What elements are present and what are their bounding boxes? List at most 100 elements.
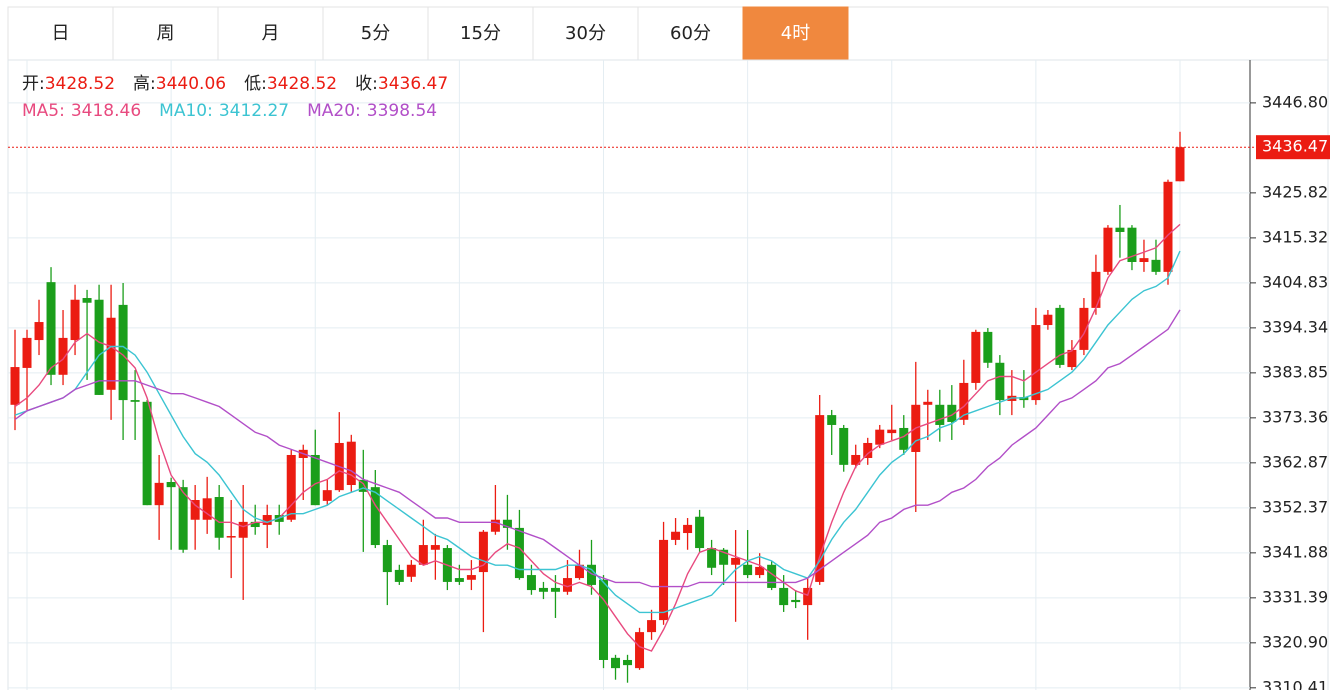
candle-body xyxy=(971,331,981,383)
candle-body xyxy=(935,404,945,425)
candle-body xyxy=(226,536,236,538)
tab[interactable] xyxy=(7,6,114,61)
candle-body xyxy=(815,415,825,582)
candle-body xyxy=(1115,227,1125,232)
candle-body xyxy=(358,479,368,492)
candle-body xyxy=(538,587,548,592)
candle-body xyxy=(683,524,693,534)
tab-label[interactable]: 5分 xyxy=(361,23,390,44)
candle-body xyxy=(82,298,92,303)
candle-body xyxy=(827,415,837,425)
candle-body xyxy=(731,557,741,565)
candle-body xyxy=(142,401,152,506)
candle-body xyxy=(887,429,897,434)
candle-body xyxy=(671,531,681,540)
candle-body xyxy=(695,516,705,549)
ohlc-value: 3440.06 xyxy=(156,74,226,94)
candle-body xyxy=(466,575,476,580)
candle-body xyxy=(106,317,116,390)
tab-label[interactable]: 30分 xyxy=(565,23,606,44)
candle-body xyxy=(526,575,536,591)
tab-label[interactable]: 4时 xyxy=(781,23,810,44)
ohlc-label: 开: xyxy=(22,74,45,94)
candle-body xyxy=(1139,258,1149,262)
tab-label[interactable]: 周 xyxy=(157,23,175,44)
y-tick-label: 3331.39 xyxy=(1262,587,1328,606)
y-tick-label: 3341.88 xyxy=(1262,542,1328,561)
ma-line xyxy=(14,309,1181,588)
legend-label: MA10: xyxy=(159,101,213,121)
candle-body xyxy=(755,566,765,576)
tab[interactable] xyxy=(637,6,744,61)
candle-body xyxy=(1055,307,1065,365)
candle-body xyxy=(250,521,260,528)
candle-body xyxy=(346,441,356,486)
candle-body xyxy=(779,587,789,606)
tab-bar: 日 周 月 5分 15分 30分 60分 4时 xyxy=(7,6,1329,61)
candle-body xyxy=(166,482,176,488)
tab-label[interactable]: 60分 xyxy=(670,23,711,44)
tab[interactable] xyxy=(112,6,219,61)
candle-body xyxy=(382,545,392,573)
legend-label: MA20: xyxy=(307,101,361,121)
candle-body xyxy=(899,427,909,450)
candle-body xyxy=(514,527,524,579)
candle-body xyxy=(190,500,200,520)
y-tick-label: 3404.83 xyxy=(1262,272,1328,291)
candle-body xyxy=(1043,314,1053,326)
candle-body xyxy=(647,620,657,633)
candle-body xyxy=(599,579,609,660)
y-tick-label: 3394.34 xyxy=(1262,317,1328,336)
chart-frame xyxy=(7,59,1329,694)
candle-body xyxy=(490,519,500,532)
tab-label[interactable]: 日 xyxy=(52,23,70,44)
tab-label[interactable]: 月 xyxy=(262,23,280,44)
candle-body xyxy=(635,632,645,669)
candle-body xyxy=(406,564,416,577)
y-tick-label: 3352.37 xyxy=(1262,497,1328,516)
candle-body xyxy=(659,539,669,621)
candle-body xyxy=(743,564,753,576)
tab-label[interactable]: 15分 xyxy=(460,23,501,44)
current-price-box xyxy=(1256,135,1330,160)
candle-body xyxy=(154,482,164,506)
candle-body xyxy=(707,548,717,568)
candle-body xyxy=(550,587,560,592)
candle-body xyxy=(923,401,933,405)
candle-body xyxy=(1031,325,1041,401)
candle-body xyxy=(454,578,464,582)
candle-body xyxy=(1175,147,1185,182)
y-tick-label: 3425.82 xyxy=(1262,182,1328,201)
y-tick-label: 3415.32 xyxy=(1262,227,1328,246)
ohlc-value: 3428.52 xyxy=(267,74,337,94)
candle-body xyxy=(370,487,380,546)
candle-body xyxy=(262,515,272,525)
legend-value: 3418.46 xyxy=(71,101,141,121)
candle-body xyxy=(46,282,56,375)
tab[interactable] xyxy=(742,6,849,61)
y-tick-label: 3383.85 xyxy=(1262,362,1328,381)
candle-body xyxy=(1163,181,1173,272)
candle-body xyxy=(70,299,80,341)
candle-body xyxy=(803,587,813,606)
y-tick-label: 3320.90 xyxy=(1262,632,1328,651)
candle-body xyxy=(130,400,140,402)
candle-body xyxy=(586,564,596,585)
y-tick-label: 3373.36 xyxy=(1262,407,1328,426)
candle-body xyxy=(995,362,1005,401)
current-price-label: 3436.47 xyxy=(1262,137,1328,156)
tab[interactable] xyxy=(532,6,639,61)
candle-body xyxy=(418,545,428,565)
candle-body xyxy=(767,564,777,588)
legend-value: 3398.54 xyxy=(367,101,437,121)
candle-body xyxy=(574,564,584,579)
candle-body xyxy=(959,382,969,420)
candle-body xyxy=(214,497,224,538)
candle-body xyxy=(502,519,512,528)
candle-body xyxy=(947,404,957,422)
ohlc-value: 3436.47 xyxy=(378,74,448,94)
candle-body xyxy=(1091,271,1101,308)
candle-body xyxy=(94,299,104,395)
y-tick-label: 3362.87 xyxy=(1262,452,1328,471)
candle-body xyxy=(202,498,212,520)
